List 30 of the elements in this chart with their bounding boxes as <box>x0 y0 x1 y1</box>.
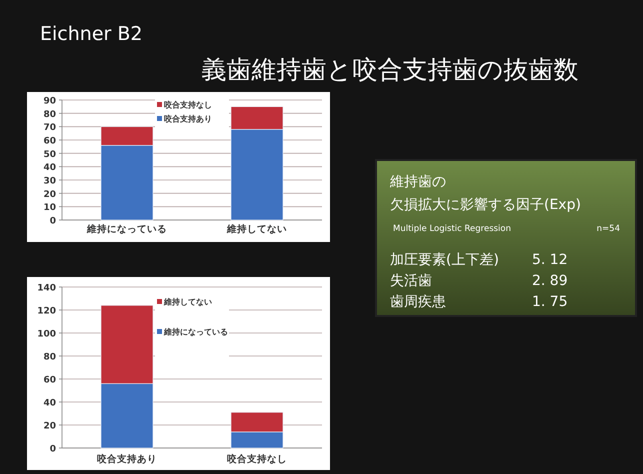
y-tick-label: 120 <box>37 306 56 316</box>
y-tick-label: 20 <box>43 190 56 200</box>
text: 加圧要素(上下差) <box>390 252 499 268</box>
y-tick-label: 40 <box>43 163 56 174</box>
y-tick-label: 100 <box>37 330 56 340</box>
text: 失活歯 <box>390 273 432 289</box>
y-tick-label: 140 <box>37 284 56 294</box>
y-tick-label: 50 <box>43 150 56 160</box>
y-tick-label: 20 <box>43 422 56 432</box>
y-tick-label: 10 <box>43 203 56 214</box>
y-tick-label: 80 <box>43 110 56 120</box>
text: 歯周疾患 <box>390 294 446 310</box>
text: n=54 <box>596 224 620 234</box>
text: 維持歯の <box>389 174 446 190</box>
text: Multiple Logistic Regression <box>393 224 511 234</box>
y-tick-label: 70 <box>43 123 56 134</box>
text: 義歯維持歯と咬合支持歯の抜歯数 <box>202 55 578 84</box>
text: 欠損拡大に影響する因子(Exp) <box>390 197 581 213</box>
text: 2. 89 <box>532 273 568 289</box>
chart-subtitle: Eichner B2 <box>40 23 142 45</box>
text: 1. 75 <box>532 294 568 310</box>
y-tick-label: 0 <box>50 444 56 454</box>
y-tick-label: 30 <box>43 176 56 186</box>
y-tick-label: 60 <box>43 136 56 146</box>
text: 5. 12 <box>532 252 568 268</box>
y-tick-label: 80 <box>43 352 56 362</box>
y-tick-label: 60 <box>43 376 56 386</box>
y-tick-label: 90 <box>43 96 56 106</box>
y-tick-label: 0 <box>50 216 56 226</box>
y-tick-label: 40 <box>43 398 56 408</box>
